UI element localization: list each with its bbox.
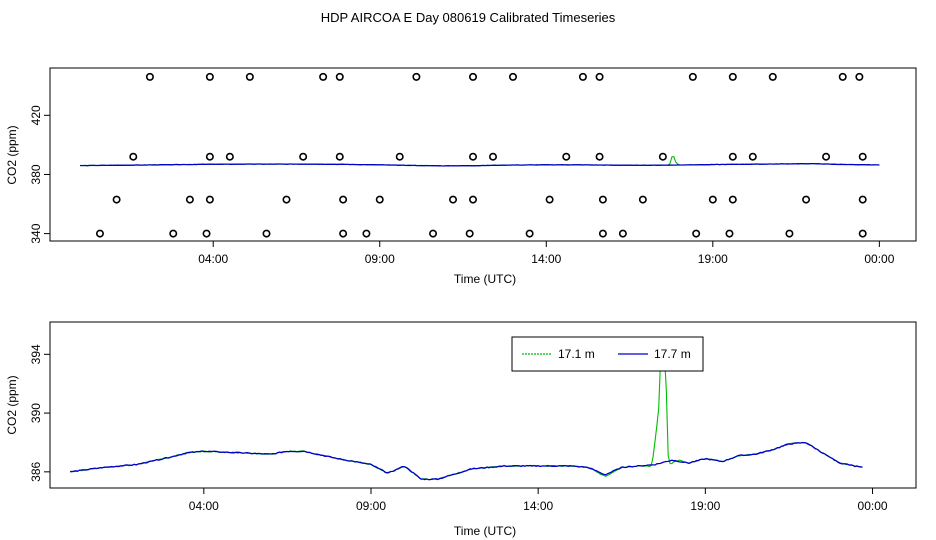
top-point-marker	[562, 152, 571, 161]
top-point-marker	[858, 152, 867, 161]
top-point-marker	[429, 229, 438, 238]
top-series-lines	[79, 155, 880, 167]
top-point-marker	[412, 72, 421, 81]
bottom-series-line-17-1-m	[69, 346, 863, 481]
bottom-y-tick-label: 386	[29, 462, 43, 482]
top-x-tick-label: 04:00	[198, 252, 228, 266]
legend-entry-17-7m: 17.7 m	[654, 347, 691, 361]
legend-entry-17-1m: 17.1 m	[558, 347, 595, 361]
top-point-marker	[595, 152, 604, 161]
top-point-marker	[112, 195, 121, 204]
top-point-marker	[728, 195, 737, 204]
top-point-marker	[465, 229, 474, 238]
top-point-marker	[469, 152, 478, 161]
top-point-marker	[205, 152, 214, 161]
top-point-marker	[578, 72, 587, 81]
top-y-axis-label: CO2 (ppm)	[5, 125, 19, 184]
top-x-axis: 04:00 09:00 14:00 19:00 00:00	[198, 241, 895, 266]
bottom-series-lines	[69, 346, 863, 481]
top-point-marker	[858, 195, 867, 204]
top-point-marker	[129, 152, 138, 161]
top-point-marker	[245, 72, 254, 81]
top-point-marker	[525, 229, 534, 238]
top-point-marker	[362, 229, 371, 238]
top-point-marker	[225, 152, 234, 161]
bottom-x-tick-label: 09:00	[356, 499, 386, 513]
top-plot-frame	[49, 67, 917, 242]
top-y-axis: 340 380 420	[29, 105, 50, 244]
top-series-line-1	[79, 162, 880, 167]
top-point-marker	[692, 229, 701, 238]
top-x-tick-label: 00:00	[864, 252, 894, 266]
top-point-marker	[725, 229, 734, 238]
top-point-marker	[748, 152, 757, 161]
top-point-marker	[375, 195, 384, 204]
bottom-x-tick-label: 00:00	[858, 499, 888, 513]
top-point-marker	[598, 195, 607, 204]
top-y-tick-label: 380	[29, 164, 43, 184]
top-y-tick-label: 340	[29, 223, 43, 243]
top-point-marker	[598, 229, 607, 238]
top-y-tick-label: 420	[29, 105, 43, 125]
top-point-marker	[785, 229, 794, 238]
top-point-marker	[205, 72, 214, 81]
top-point-marker	[95, 229, 104, 238]
top-point-marker	[202, 229, 211, 238]
top-x-tick-label: 19:00	[698, 252, 728, 266]
top-point-marker	[339, 195, 348, 204]
top-point-marker	[488, 152, 497, 161]
top-point-marker	[728, 152, 737, 161]
top-point-marker	[319, 72, 328, 81]
top-point-marker	[299, 152, 308, 161]
bottom-y-tick-label: 390	[29, 403, 43, 423]
top-point-marker	[838, 72, 847, 81]
top-point-marker	[822, 152, 831, 161]
bottom-x-axis-label: Time (UTC)	[454, 524, 516, 538]
top-point-marker	[768, 72, 777, 81]
top-point-marker	[688, 72, 697, 81]
bottom-y-tick-label: 394	[29, 344, 43, 364]
top-point-marker	[508, 72, 517, 81]
top-panel: 340 380 420 04:00 09:00 14:00 19:00 00:00 Time…	[5, 67, 917, 286]
top-point-marker	[658, 152, 667, 161]
bottom-plot-frame	[49, 321, 917, 489]
top-point-marker	[858, 229, 867, 238]
bottom-panel: 386 390 394 04:00 09:00 14:00 19:00 00:00 Time…	[5, 321, 917, 538]
bottom-x-axis: 04:00 09:00 14:00 19:00 00:00	[189, 488, 888, 513]
top-x-axis-label: Time (UTC)	[454, 272, 516, 286]
bottom-x-tick-label: 04:00	[189, 499, 219, 513]
legend: 17.1 m 17.7 m	[511, 336, 704, 372]
bottom-x-tick-label: 19:00	[690, 499, 720, 513]
top-point-marker	[145, 72, 154, 81]
top-point-marker	[335, 152, 344, 161]
bottom-series-line-17-7-m	[70, 441, 863, 481]
top-point-marker	[262, 229, 271, 238]
top-point-marker	[708, 195, 717, 204]
top-point-marker	[469, 195, 478, 204]
top-point-marker	[638, 195, 647, 204]
top-point-marker	[185, 195, 194, 204]
top-point-markers	[95, 72, 867, 238]
figure-title: HDP AIRCOA E Day 080619 Calibrated Times…	[321, 10, 616, 25]
bottom-y-axis-label: CO2 (ppm)	[5, 375, 19, 434]
top-point-marker	[205, 195, 214, 204]
top-point-marker	[469, 72, 478, 81]
top-point-marker	[449, 195, 458, 204]
top-x-tick-label: 09:00	[365, 252, 395, 266]
bottom-y-axis: 386 390 394	[29, 344, 50, 482]
top-point-marker	[395, 152, 404, 161]
top-x-tick-label: 14:00	[531, 252, 561, 266]
bottom-x-tick-label: 14:00	[523, 499, 553, 513]
top-point-marker	[595, 72, 604, 81]
top-point-marker	[169, 229, 178, 238]
top-point-marker	[339, 229, 348, 238]
top-point-marker	[618, 229, 627, 238]
top-point-marker	[802, 195, 811, 204]
top-point-marker	[335, 72, 344, 81]
top-point-marker	[855, 72, 864, 81]
top-point-marker	[545, 195, 554, 204]
top-point-marker	[282, 195, 291, 204]
top-point-marker	[728, 72, 737, 81]
